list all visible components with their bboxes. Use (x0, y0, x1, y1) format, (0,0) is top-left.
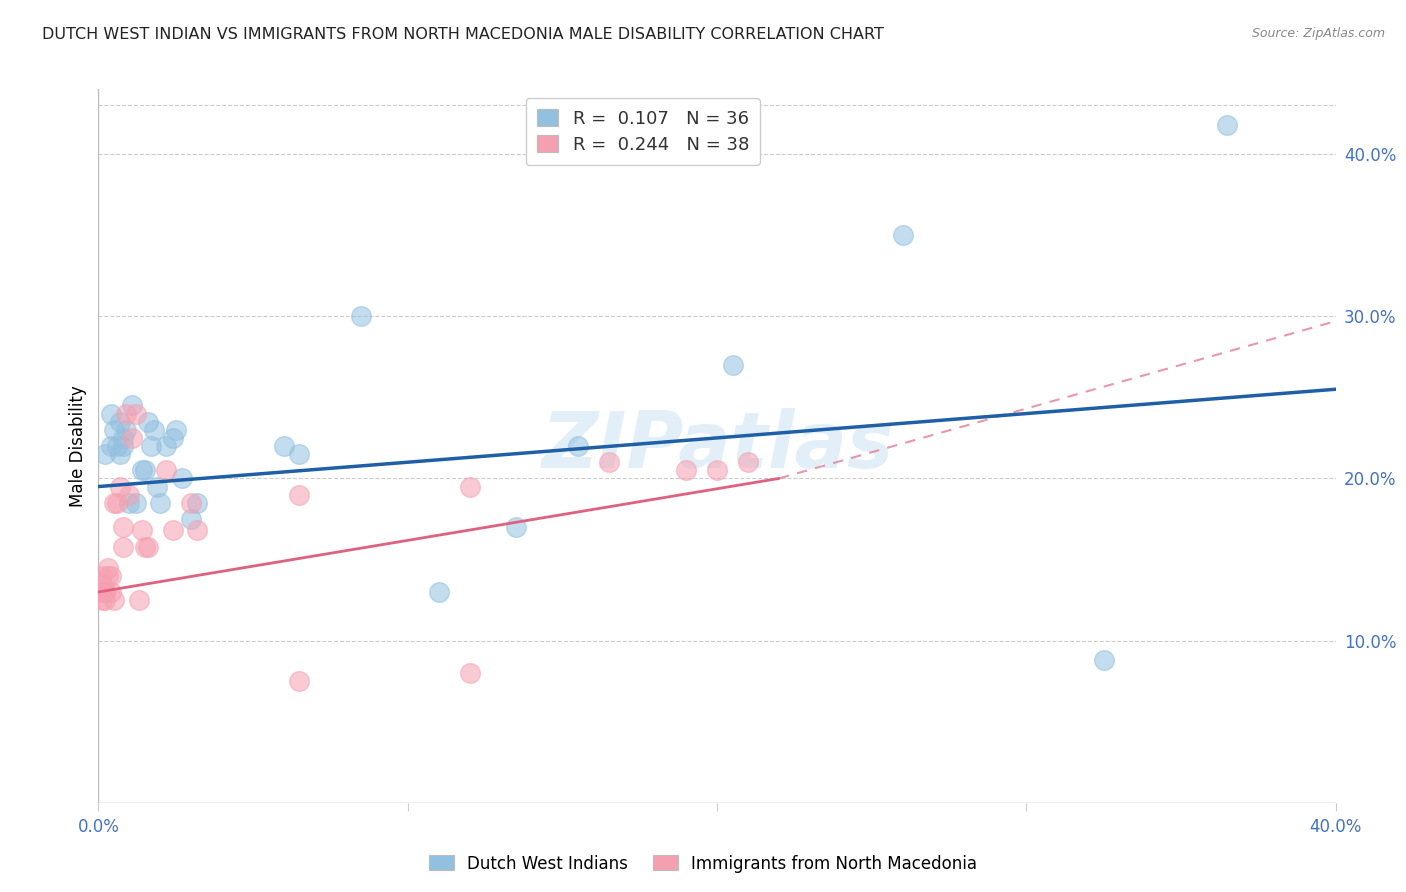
Legend: Dutch West Indians, Immigrants from North Macedonia: Dutch West Indians, Immigrants from Nort… (422, 848, 984, 880)
Point (100, 568, 122, 582)
Point (108, 415, 131, 429)
Point (134, 540, 156, 554)
Point (93, 447, 115, 461)
Point (143, 423, 166, 437)
Point (180, 496, 202, 510)
Point (108, 447, 131, 461)
Text: Source: ZipAtlas.com: Source: ZipAtlas.com (1251, 27, 1385, 40)
Point (136, 540, 159, 554)
Point (93, 593, 115, 607)
Point (90, 577, 112, 591)
Point (90, 568, 112, 582)
Point (103, 593, 125, 607)
Text: ZIPatlas: ZIPatlas (541, 408, 893, 484)
Point (112, 439, 135, 453)
Point (124, 496, 146, 510)
Text: DUTCH WEST INDIAN VS IMMIGRANTS FROM NORTH MACEDONIA MALE DISABILITY CORRELATION: DUTCH WEST INDIAN VS IMMIGRANTS FROM NOR… (42, 27, 884, 42)
Point (103, 423, 125, 437)
Point (105, 439, 128, 453)
Point (121, 399, 143, 413)
Point (121, 431, 143, 445)
Point (186, 524, 208, 538)
Point (124, 407, 146, 421)
Point (162, 431, 184, 445)
Point (721, 358, 744, 372)
Point (146, 479, 169, 493)
Point (706, 463, 728, 477)
Point (350, 310, 373, 324)
Point (288, 674, 311, 689)
Point (97, 560, 120, 574)
Point (162, 524, 184, 538)
Point (112, 520, 135, 534)
Point (115, 423, 138, 437)
Point (273, 439, 295, 453)
Point (180, 512, 202, 526)
Point (131, 524, 153, 538)
Point (93, 585, 115, 599)
Point (567, 439, 589, 453)
Point (170, 471, 193, 485)
Point (155, 439, 177, 453)
Point (115, 407, 138, 421)
Point (598, 455, 620, 469)
Point (118, 488, 141, 502)
Point (458, 479, 481, 493)
Point (505, 520, 527, 534)
Point (90, 585, 112, 599)
Point (100, 407, 122, 421)
Point (100, 585, 122, 599)
Point (131, 463, 153, 477)
Point (288, 447, 311, 461)
Legend: R =  0.107   N = 36, R =  0.244   N = 38: R = 0.107 N = 36, R = 0.244 N = 38 (526, 98, 759, 165)
Point (891, 228, 914, 243)
Point (136, 415, 159, 429)
Point (186, 496, 208, 510)
Point (675, 463, 697, 477)
Point (139, 439, 162, 453)
Point (737, 455, 759, 469)
Point (134, 463, 156, 477)
Point (155, 463, 177, 477)
Point (427, 585, 450, 599)
Point (1216, 118, 1239, 132)
Point (108, 479, 131, 493)
Point (103, 496, 125, 510)
Point (93, 585, 115, 599)
Point (112, 431, 135, 445)
Y-axis label: Male Disability: Male Disability (69, 385, 87, 507)
Point (97, 568, 120, 582)
Point (1092, 653, 1115, 667)
Point (149, 496, 172, 510)
Point (100, 439, 122, 453)
Point (165, 423, 187, 437)
Point (90, 593, 112, 607)
Point (105, 496, 128, 510)
Point (93, 585, 115, 599)
Point (458, 666, 481, 681)
Point (128, 593, 150, 607)
Point (112, 540, 135, 554)
Point (118, 496, 141, 510)
Point (288, 488, 311, 502)
